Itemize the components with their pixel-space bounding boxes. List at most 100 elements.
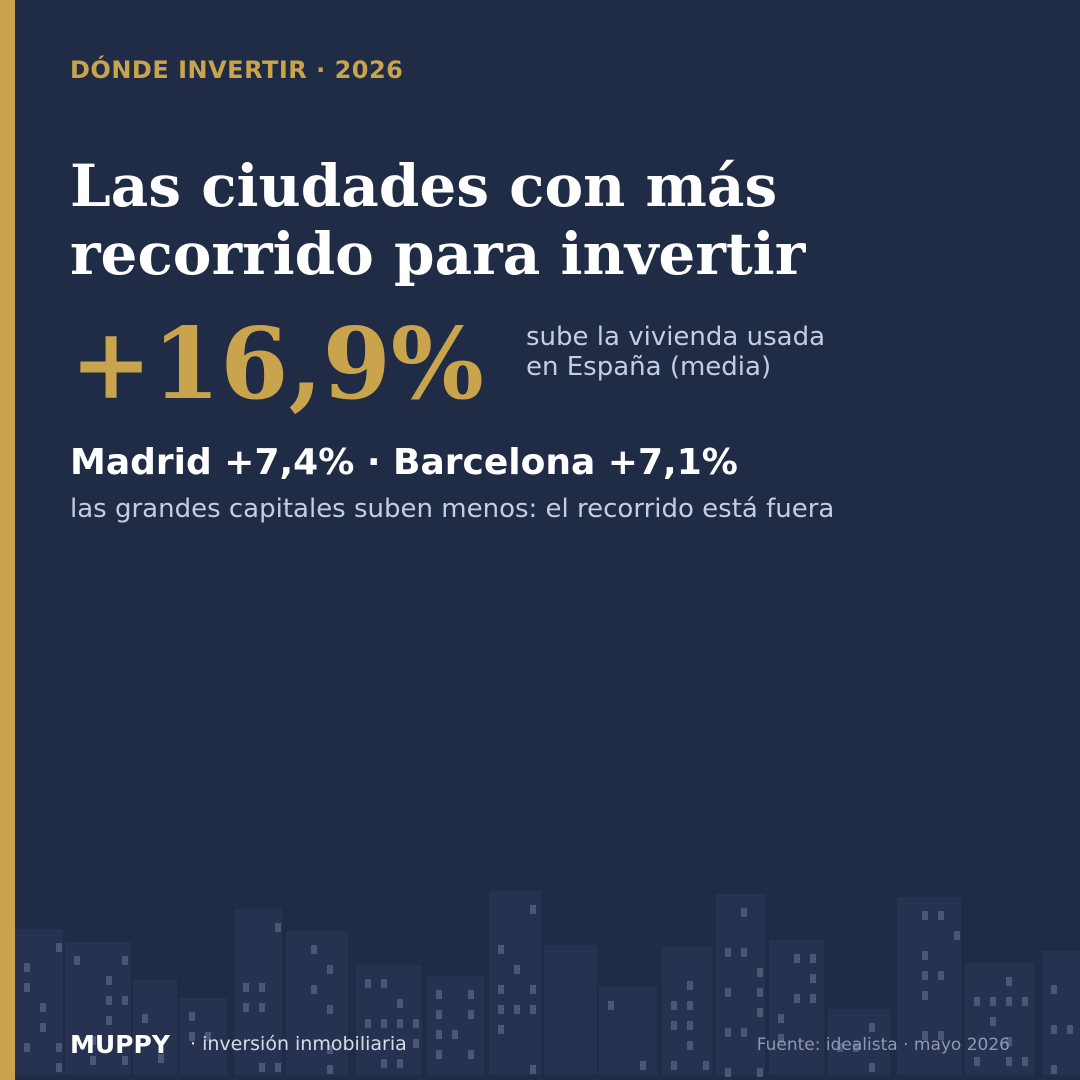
window: [122, 996, 128, 1005]
window: [974, 997, 980, 1006]
window: [74, 1036, 80, 1045]
stat-caption: sube la vivienda usada en España (media): [526, 322, 825, 382]
window: [468, 1010, 474, 1019]
window: [1067, 1025, 1073, 1034]
window: [311, 945, 317, 954]
title-line: Las ciudades con más: [70, 152, 778, 220]
building: [828, 1009, 890, 1075]
window: [778, 1034, 784, 1043]
caption-line: sube la vivienda usada: [526, 322, 825, 352]
window: [687, 981, 693, 990]
window: [869, 1023, 875, 1032]
building: [1042, 951, 1080, 1075]
window: [757, 1068, 763, 1077]
window: [1006, 1037, 1012, 1046]
window: [413, 1019, 419, 1028]
window: [259, 1063, 265, 1072]
window: [1022, 997, 1028, 1006]
window: [106, 996, 112, 1005]
window: [327, 1045, 333, 1054]
window: [90, 1056, 96, 1065]
window: [1051, 985, 1057, 994]
building: [716, 894, 765, 1075]
window: [922, 911, 928, 920]
window: [56, 943, 62, 952]
window: [741, 948, 747, 957]
window: [974, 1057, 980, 1066]
window: [327, 1065, 333, 1074]
window: [106, 976, 112, 985]
window: [90, 1036, 96, 1045]
window: [640, 1061, 646, 1070]
window: [468, 1050, 474, 1059]
window: [810, 994, 816, 1003]
window: [311, 985, 317, 994]
window: [498, 945, 504, 954]
window: [530, 1005, 536, 1014]
window: [275, 923, 281, 932]
window: [158, 1054, 164, 1063]
window: [24, 963, 30, 972]
window: [922, 1031, 928, 1040]
window: [397, 999, 403, 1008]
window: [794, 954, 800, 963]
window: [938, 1031, 944, 1040]
window: [990, 1017, 996, 1026]
window: [56, 1043, 62, 1052]
window: [381, 1059, 387, 1068]
accent-bar: [0, 0, 15, 1080]
window: [671, 1021, 677, 1030]
window: [365, 979, 371, 988]
building: [133, 980, 177, 1075]
window: [436, 1010, 442, 1019]
window: [40, 1023, 46, 1032]
window: [703, 1061, 709, 1070]
stat-value: +16,9%: [70, 307, 484, 422]
window: [1006, 1057, 1012, 1066]
kicker: DÓNDE INVERTIR · 2026: [70, 56, 404, 84]
window: [122, 956, 128, 965]
building: [897, 897, 961, 1075]
building: [15, 929, 63, 1075]
window: [436, 990, 442, 999]
window: [243, 983, 249, 992]
window: [514, 965, 520, 974]
window: [106, 1016, 112, 1025]
window: [725, 988, 731, 997]
source: Fuente: idealista · mayo 2026: [756, 1035, 1010, 1055]
building: [427, 976, 484, 1075]
window: [671, 1001, 677, 1010]
window: [327, 965, 333, 974]
window: [436, 1030, 442, 1039]
window: [397, 1019, 403, 1028]
window: [725, 1028, 731, 1037]
window: [810, 954, 816, 963]
window: [381, 1019, 387, 1028]
highlight: Madrid +7,4% · Barcelona +7,1%: [70, 442, 738, 483]
tagline: · inversión inmobiliaria: [190, 1033, 407, 1055]
window: [1006, 997, 1012, 1006]
window: [452, 1030, 458, 1039]
window: [1051, 1025, 1057, 1034]
window: [608, 1001, 614, 1010]
building: [234, 909, 282, 1075]
window: [741, 908, 747, 917]
window: [938, 911, 944, 920]
brand: MUPPY: [70, 1030, 170, 1059]
title: Las ciudades con más recorrido para inve…: [70, 152, 805, 288]
window: [530, 1065, 536, 1074]
window: [24, 1043, 30, 1052]
window: [142, 1014, 148, 1023]
building: [180, 998, 227, 1075]
window: [436, 1050, 442, 1059]
window: [530, 985, 536, 994]
window: [778, 1014, 784, 1023]
building: [599, 987, 657, 1075]
window: [56, 1063, 62, 1072]
window: [498, 985, 504, 994]
window: [189, 1012, 195, 1021]
window: [687, 1041, 693, 1050]
window: [757, 988, 763, 997]
